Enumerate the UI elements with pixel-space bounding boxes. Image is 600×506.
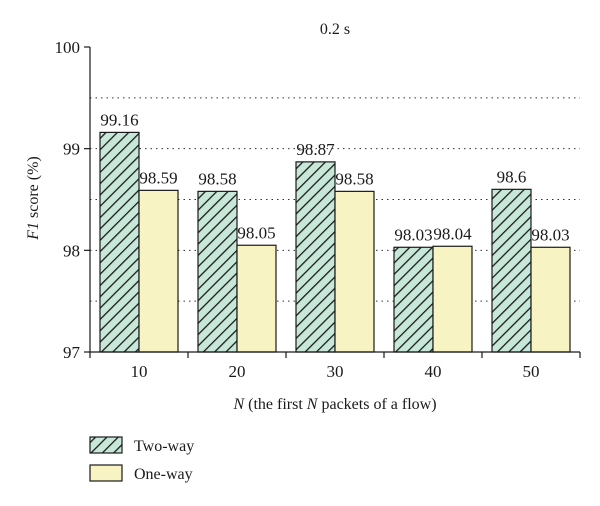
data-label-two-way-20: 98.58 [198,169,236,188]
legend: Two-way One-way [89,436,194,483]
data-label-two-way-40: 98.03 [394,225,432,244]
bar-two-way-40 [393,246,434,353]
data-label-two-way-30: 98.87 [296,140,335,159]
data-label-two-way-50: 98.6 [497,167,527,186]
axes [89,47,580,353]
legend-item-one-way: One-way [89,464,193,483]
x-axis-label: N (the first N packets of a flow) [232,396,436,413]
chart-title: 0.2 s [320,21,350,38]
bars [99,131,571,353]
x-tick-label: 40 [425,362,442,381]
bar-two-way-20 [197,190,238,353]
y-tick-label: 97 [63,343,81,362]
bar-one-way-10 [138,189,179,353]
legend-swatch-two-way [89,436,123,454]
bar-two-way-10 [99,131,140,353]
bar-one-way-20 [236,244,277,353]
tick-labels: 97 98 99 100 10 20 30 40 50 [55,38,581,381]
x-tick-label: 30 [327,362,344,381]
legend-item-two-way: Two-way [89,436,194,455]
y-tick-label: 99 [63,140,80,159]
x-tick-label: 20 [229,362,246,381]
data-label-one-way-10: 98.59 [139,168,177,187]
data-label-one-way-40: 98.04 [433,224,472,243]
legend-swatch-one-way [89,464,123,482]
x-tick-label: 50 [523,362,540,381]
bar-one-way-30 [334,190,375,353]
x-tick-label: 10 [131,362,148,381]
data-label-two-way-10: 99.16 [100,110,138,129]
data-label-one-way-50: 98.03 [531,225,569,244]
bar-two-way-30 [295,161,336,353]
y-axis-label: F1 score (%) [25,156,42,241]
y-tick-label: 98 [63,241,80,260]
bar-one-way-50 [530,246,571,353]
bar-one-way-40 [432,245,473,353]
bar-two-way-50 [491,188,532,353]
legend-label-two-way: Two-way [134,438,194,455]
data-label-one-way-20: 98.05 [237,223,275,242]
legend-label-one-way: One-way [134,466,193,483]
y-tick-label: 100 [55,38,81,57]
data-label-one-way-30: 98.58 [335,169,373,188]
